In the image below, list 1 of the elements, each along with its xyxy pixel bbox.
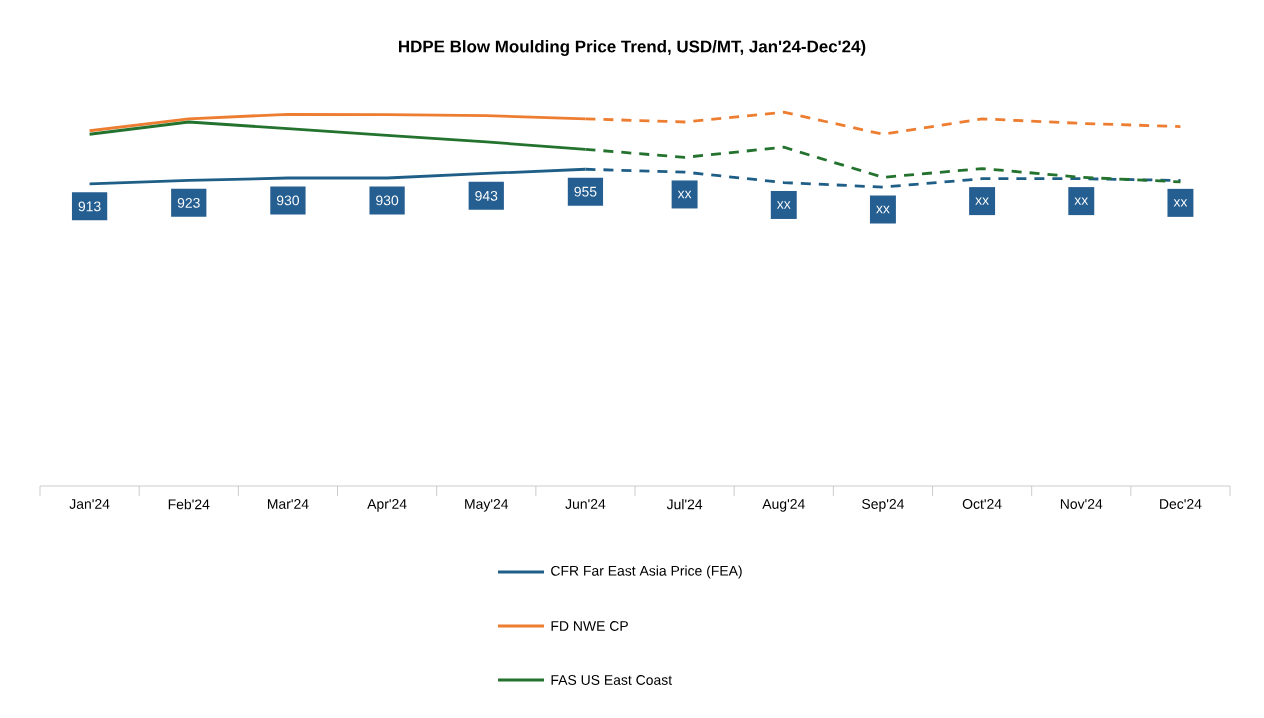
chart-title: HDPE Blow Moulding Price Trend, USD/MT, Jan'24-Dec'24): [399, 40, 866, 56]
